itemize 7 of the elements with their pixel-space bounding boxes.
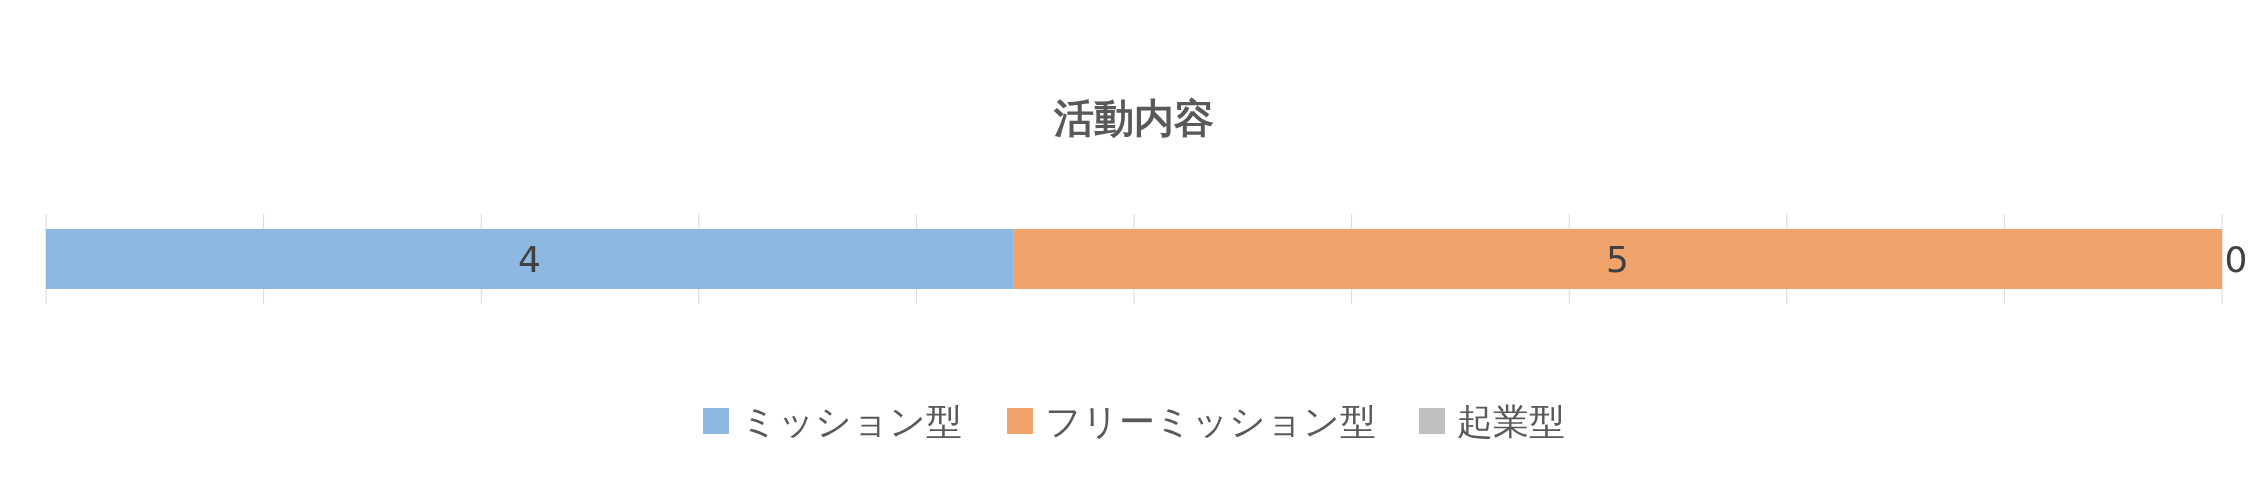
legend-label: 起業型 — [1457, 401, 1565, 442]
data-label: 5 — [1606, 239, 1630, 280]
legend-label: ミッション型 — [741, 401, 962, 442]
chart-title: 活動内容 — [1053, 95, 1214, 141]
data-label: 0 — [2224, 239, 2248, 280]
data-label: 4 — [518, 239, 542, 280]
legend-label: フリーミッション型 — [1045, 401, 1376, 442]
